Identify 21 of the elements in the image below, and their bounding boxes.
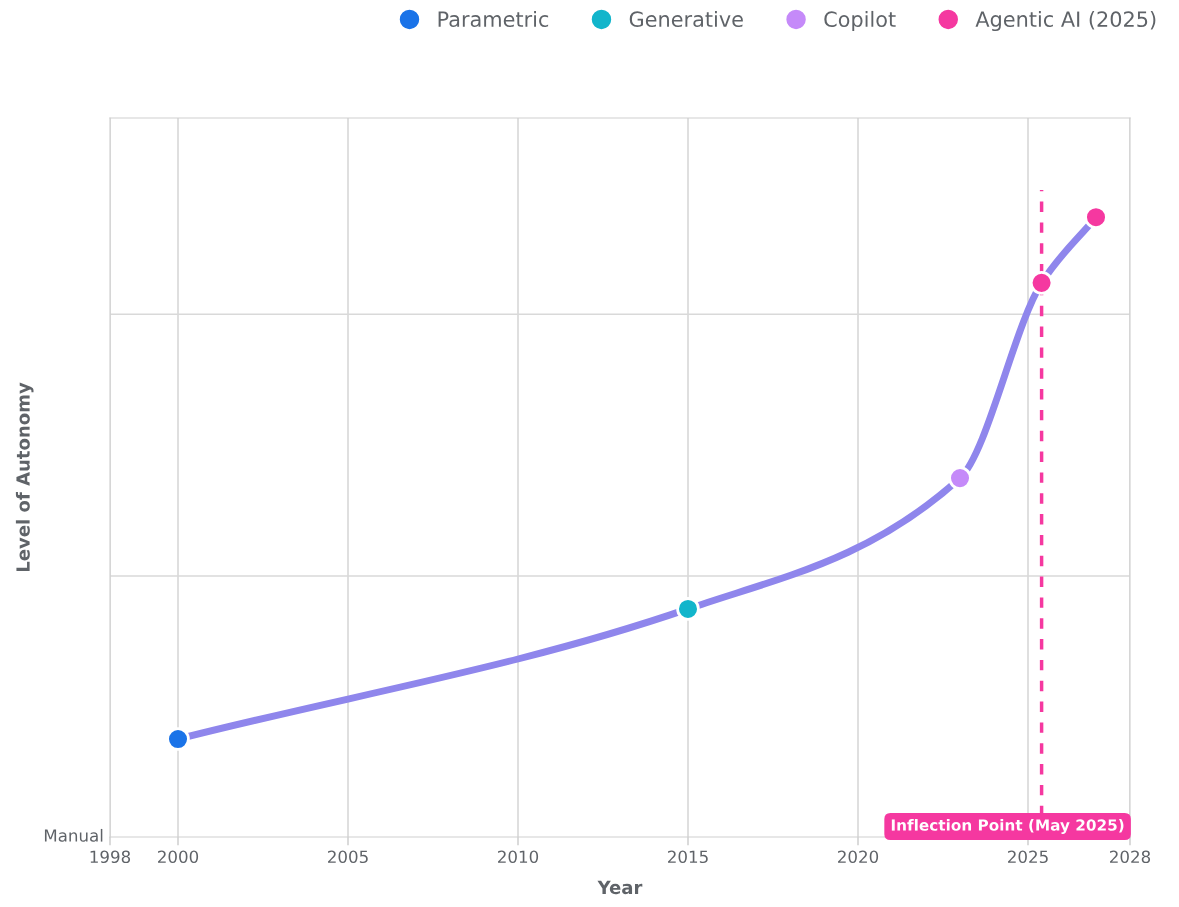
text: Manual xyxy=(44,828,103,842)
x-tick-label: 1998 xyxy=(90,850,131,864)
point xyxy=(948,466,972,490)
point xyxy=(166,727,190,751)
legend-label: Agentic AI (2025) xyxy=(975,10,1156,32)
x-tick-label: 2010 xyxy=(498,850,539,864)
ref-line-label: Inflection Point (May 2025) xyxy=(891,819,1124,834)
legend-label: Parametric xyxy=(438,10,549,28)
x-tick-label: 2015 xyxy=(668,850,708,864)
point xyxy=(1084,205,1108,229)
x-tick-label: 2025 xyxy=(1008,850,1048,864)
x-tick-label: 2028 xyxy=(1110,850,1151,864)
y-axis-title: Level of Autonomy xyxy=(15,382,34,572)
x-tick-label: 2020 xyxy=(838,850,879,864)
x-axis-title: Year xyxy=(597,880,643,895)
point xyxy=(676,597,700,621)
legend-label: Copilot xyxy=(824,10,896,32)
x-tick-label: 2005 xyxy=(328,850,368,864)
legend-label: Generative xyxy=(629,10,743,28)
point xyxy=(1029,271,1054,295)
x-tick-label: 2000 xyxy=(158,850,199,864)
